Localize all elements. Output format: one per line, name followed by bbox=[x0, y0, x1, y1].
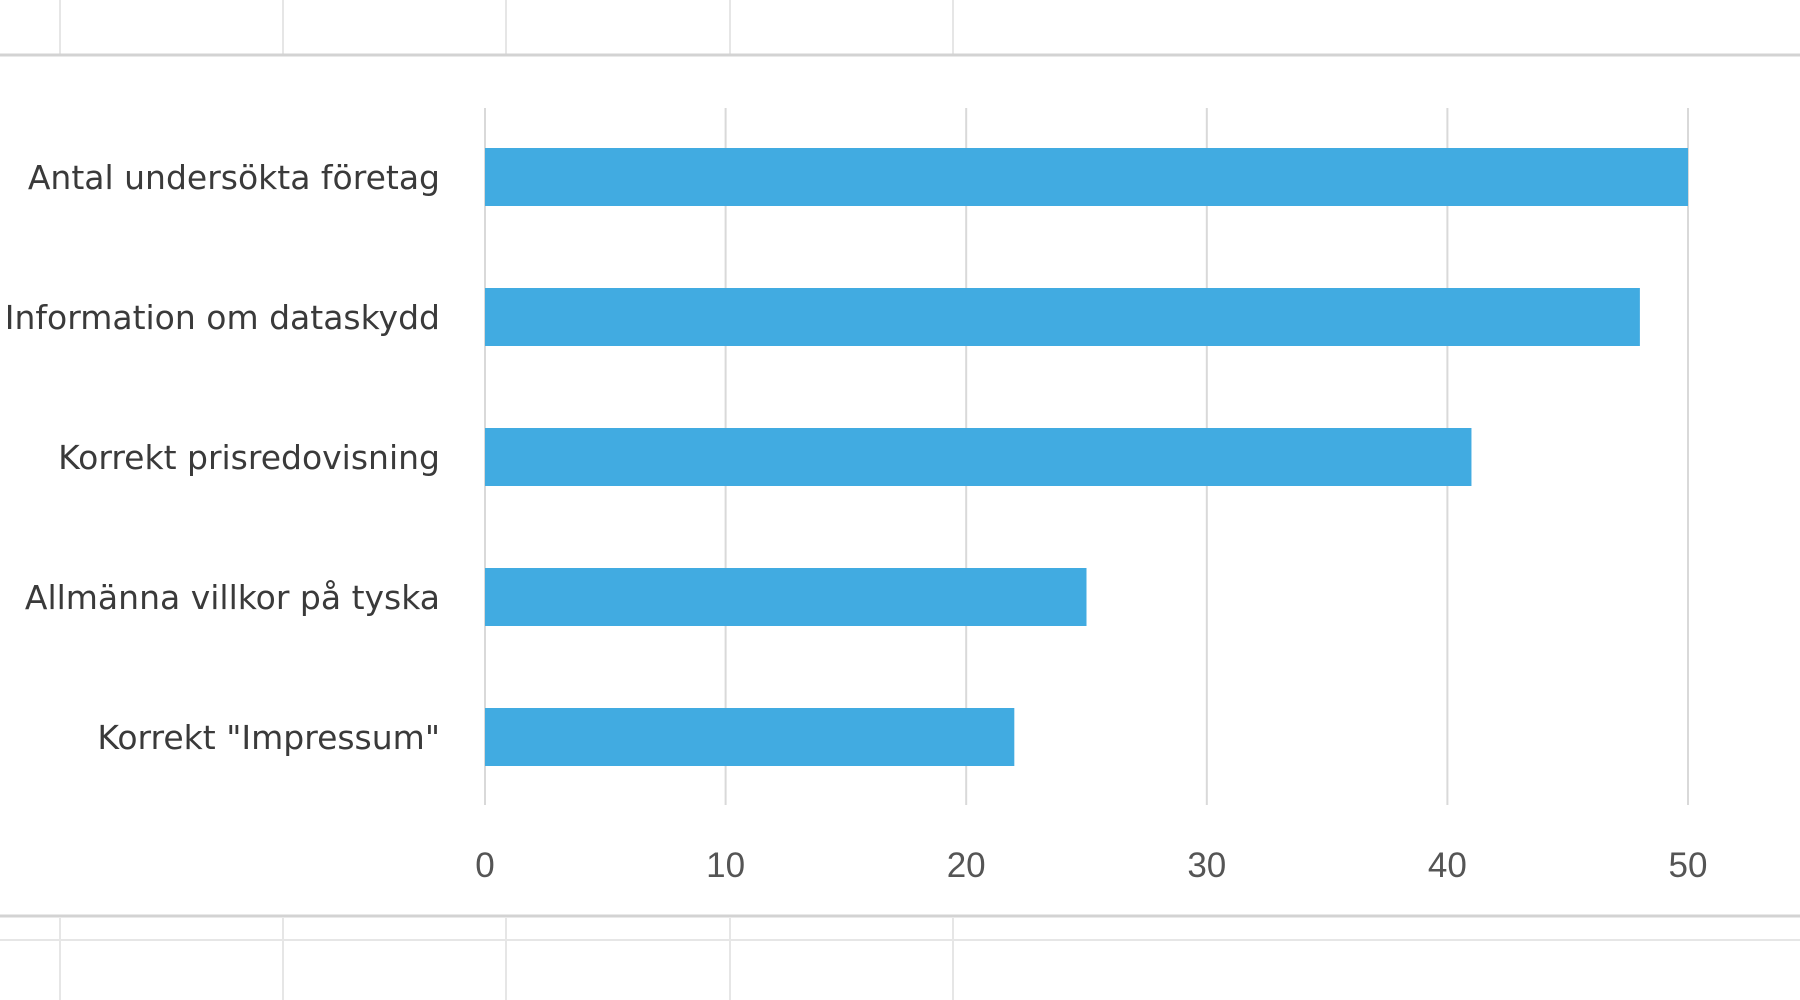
category-label-1: Antal undersökta företag bbox=[28, 158, 440, 197]
category-label-5: Korrekt "Impressum" bbox=[97, 718, 440, 757]
bar-1[interactable] bbox=[485, 148, 1688, 206]
bar-3[interactable] bbox=[485, 428, 1472, 486]
category-label-4: Allmänna villkor på tyska bbox=[25, 578, 440, 617]
chart-object[interactable]: Antal undersökta företag Information om d… bbox=[0, 53, 1800, 918]
x-tick-label-40: 40 bbox=[1428, 846, 1467, 885]
spreadsheet-grid-bottom bbox=[0, 918, 1800, 1000]
spreadsheet-grid-top bbox=[59, 0, 954, 54]
x-axis-tick-labels: 0 10 20 30 40 50 bbox=[475, 846, 1707, 885]
category-label-2: Information om dataskydd bbox=[5, 298, 440, 337]
x-tick-label-20: 20 bbox=[947, 846, 986, 885]
category-labels: Antal undersökta företag Information om d… bbox=[5, 158, 440, 757]
bar-5[interactable] bbox=[485, 708, 1015, 766]
x-tick-label-0: 0 bbox=[475, 846, 494, 885]
x-tick-label-10: 10 bbox=[706, 846, 745, 885]
bars bbox=[485, 148, 1688, 766]
x-tick-label-50: 50 bbox=[1669, 846, 1708, 885]
x-tick-label-30: 30 bbox=[1187, 846, 1226, 885]
bar-2[interactable] bbox=[485, 288, 1640, 346]
bar-4[interactable] bbox=[485, 568, 1087, 626]
category-label-3: Korrekt prisredovisning bbox=[58, 438, 440, 477]
